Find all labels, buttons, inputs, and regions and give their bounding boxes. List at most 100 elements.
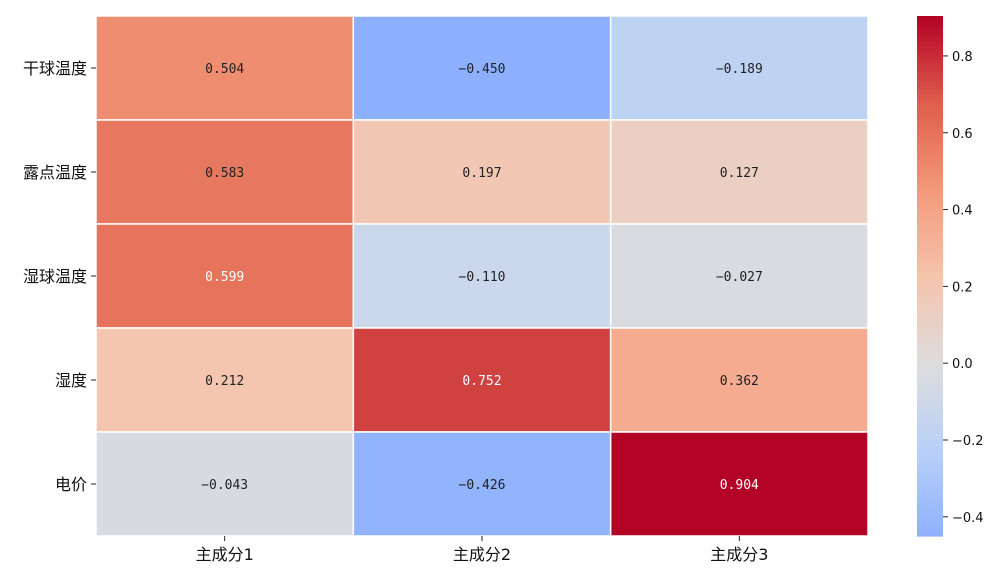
colorbar-segment — [917, 167, 943, 173]
colorbar-segment — [917, 211, 943, 216]
colorbar-segment — [917, 393, 943, 398]
colorbar-segment — [917, 29, 943, 34]
colorbar-segment — [917, 341, 943, 346]
colorbar-segment — [917, 228, 943, 234]
colorbar-segment — [917, 271, 943, 277]
cell-value-label: 0.752 — [462, 374, 501, 389]
colorbar-segment — [917, 332, 943, 338]
colorbar-segment — [917, 505, 943, 511]
colorbar-segment — [917, 388, 943, 394]
colorbar-segment — [917, 133, 943, 138]
colorbar-tick-label: −0.2 — [952, 434, 984, 449]
colorbar-segment — [917, 315, 943, 320]
colorbar-segment — [917, 59, 943, 65]
colorbar-segment — [917, 432, 943, 437]
cell-value-label: −0.426 — [459, 478, 506, 493]
colorbar-segment — [917, 289, 943, 294]
colorbar-segment — [917, 193, 943, 199]
colorbar-segment — [917, 72, 943, 78]
cell-value-label: −0.110 — [459, 270, 506, 285]
colorbar-segment — [917, 401, 943, 407]
colorbar-segment — [917, 111, 943, 117]
colorbar-segment — [917, 488, 943, 494]
colorbar-segment — [917, 98, 943, 104]
colorbar-segment — [917, 263, 943, 268]
colorbar-segment — [917, 250, 943, 255]
colorbar-segment — [917, 185, 943, 190]
colorbar-segment — [917, 414, 943, 420]
colorbar-segment — [917, 146, 943, 151]
colorbar-segment — [917, 458, 943, 463]
colorbar-segment — [917, 475, 943, 481]
colorbar-segment — [917, 514, 943, 520]
colorbar-segment — [917, 124, 943, 130]
colorbar-segment — [917, 306, 943, 312]
colorbar-segment — [917, 479, 943, 485]
column-label: 主成分2 — [453, 545, 511, 564]
colorbar-segment — [917, 371, 943, 377]
heatmap-cell — [609, 119, 869, 225]
colorbar-segment — [917, 484, 943, 489]
cell-value-label: 0.212 — [205, 374, 244, 389]
colorbar-segment — [917, 16, 943, 21]
colorbar-segment — [917, 176, 943, 182]
colorbar-segment — [917, 440, 943, 446]
heatmap-cell — [95, 327, 355, 433]
colorbar-segment — [917, 115, 943, 121]
heatmap-cell — [609, 431, 869, 537]
colorbar-segment — [917, 172, 943, 177]
colorbar-segment — [917, 323, 943, 329]
colorbar-segment — [917, 46, 943, 52]
colorbar-segment — [917, 215, 943, 221]
row-label: 干球温度 — [23, 59, 87, 78]
colorbar-segment — [917, 241, 943, 247]
colorbar-segment — [917, 137, 943, 143]
colorbar-segment — [917, 120, 943, 125]
colorbar-segment — [917, 427, 943, 433]
colorbar-segment — [917, 232, 943, 238]
colorbar: 0.8 0.6 0.4 0.2 0.0 −0.2 −0.4 — [917, 16, 984, 537]
colorbar-segment — [917, 81, 943, 86]
colorbar-segment — [917, 466, 943, 472]
colorbar-segment — [917, 501, 943, 507]
colorbar-segment — [917, 180, 943, 186]
colorbar-segment — [917, 449, 943, 455]
colorbar-tick-label: 0.2 — [952, 280, 973, 295]
colorbar-segment — [917, 310, 943, 316]
heatmap-cells: 0.504 −0.450 −0.189 0.583 0.197 0.127 0.599 −0.… — [95, 15, 869, 537]
colorbar-segment — [917, 198, 943, 203]
colorbar-segment — [917, 280, 943, 286]
cell-value-label: 0.904 — [720, 478, 759, 493]
colorbar-segment — [917, 423, 943, 429]
cell-value-label: 0.504 — [205, 62, 244, 77]
colorbar-segment — [917, 319, 943, 325]
colorbar-segment — [917, 362, 943, 368]
colorbar-segment — [917, 68, 943, 73]
cell-value-label: −0.027 — [716, 270, 763, 285]
colorbar-segment — [917, 336, 943, 342]
colorbar-tick-label: 0.6 — [952, 127, 973, 142]
colorbar-segment — [917, 37, 943, 43]
heatmap-cell — [352, 119, 612, 225]
colorbar-tick-label: 0.0 — [952, 357, 973, 372]
colorbar-segment — [917, 297, 943, 303]
colorbar-segment — [917, 367, 943, 372]
colorbar-segment — [917, 245, 943, 251]
row-label: 湿度 — [55, 371, 87, 390]
colorbar-segment — [917, 380, 943, 385]
colorbar-segment — [917, 471, 943, 476]
colorbar-segment — [917, 141, 943, 147]
colorbar-segment — [917, 102, 943, 108]
colorbar-segment — [917, 293, 943, 299]
colorbar-segment — [917, 202, 943, 208]
colorbar-segment — [917, 510, 943, 515]
colorbar-segment — [917, 163, 943, 169]
colorbar-segment — [917, 267, 943, 273]
colorbar-segment — [917, 85, 943, 91]
colorbar-tick-label: 0.8 — [952, 50, 973, 65]
colorbar-segment — [917, 254, 943, 260]
cell-value-label: 0.197 — [462, 166, 501, 181]
colorbar-segment — [917, 206, 943, 212]
